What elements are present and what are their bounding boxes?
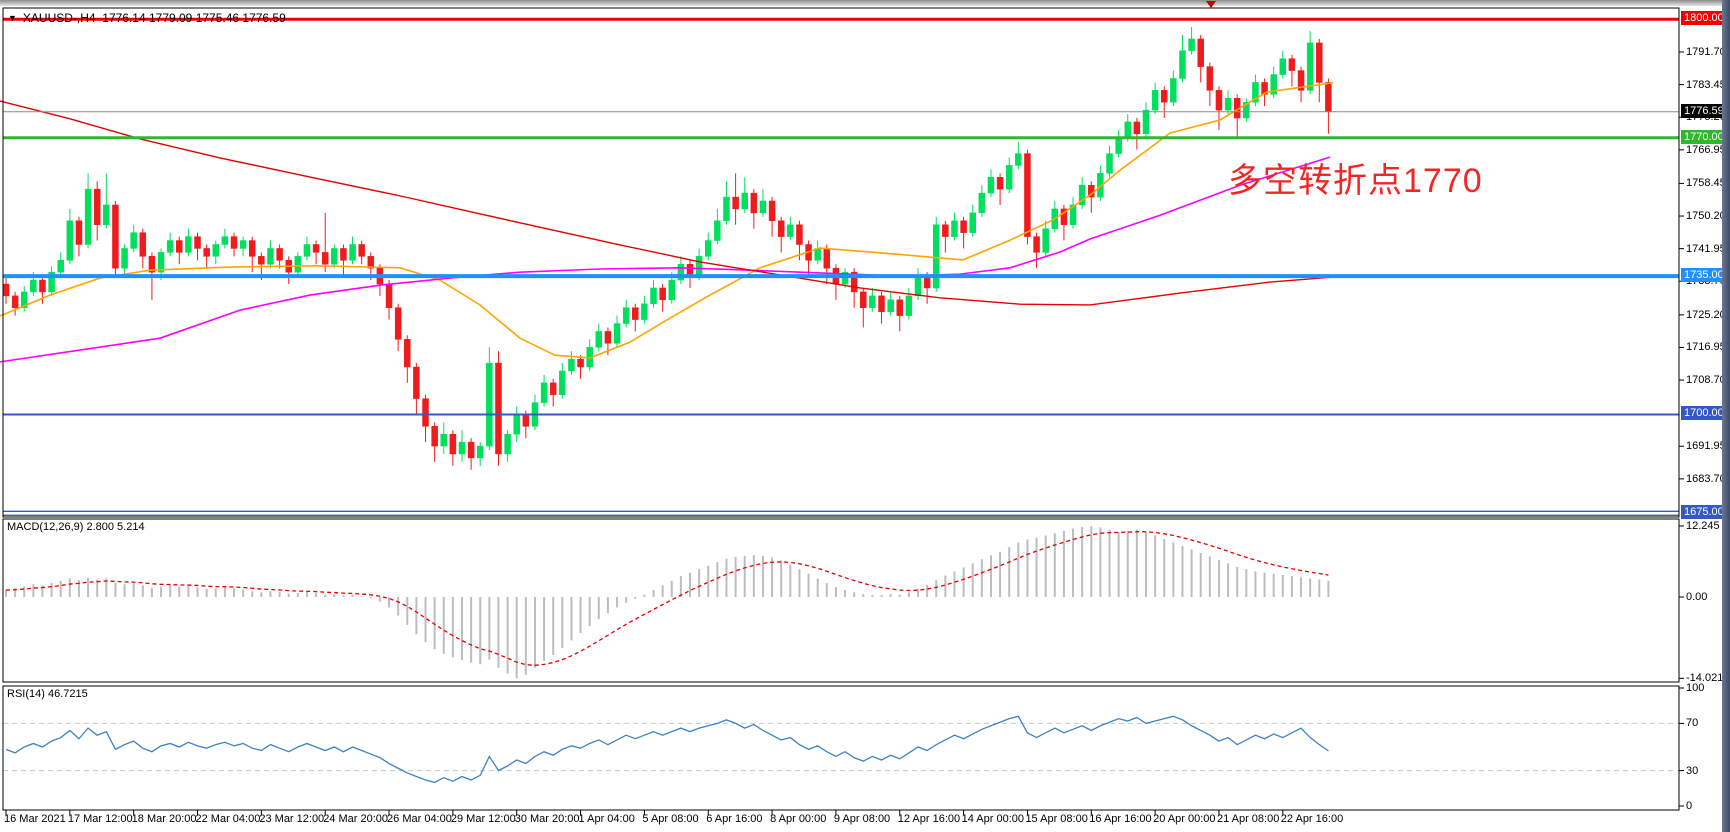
time-tick-label: 29 Mar 12:00 (450, 813, 516, 825)
price-tick-label: 1683.70 (1686, 472, 1726, 485)
time-tick-label: 21 Apr 08:00 (1216, 813, 1280, 825)
macd-tick-label: 0.00 (1686, 591, 1708, 603)
price-tick-label: 1791.70 (1686, 46, 1726, 58)
macd-label: MACD(12,26,9) 2.800 5.214 (7, 521, 145, 533)
rsi-tick-label: 0 (1686, 800, 1693, 812)
window-top-edge (0, 0, 1730, 6)
macd-tick-label: -14.021 (1686, 672, 1724, 685)
time-tick-label: 14 Apr 00:00 (961, 813, 1024, 825)
symbol-dropdown-icon[interactable]: ▼ (8, 13, 17, 23)
time-tick-label: 16 Mar 2021 (4, 813, 66, 825)
window-right-edge (1722, 0, 1730, 832)
time-tick-label: 22 Apr 16:00 (1280, 813, 1344, 825)
price-level-badge: 1770.00 (1681, 129, 1730, 144)
time-tick-label: 30 Mar 20:00 (514, 813, 580, 825)
time-tick-label: 17 Mar 12:00 (67, 813, 133, 825)
price-tick-label: 1708.70 (1686, 374, 1726, 387)
time-tick-label: 20 Apr 00:00 (1153, 813, 1216, 825)
time-tick-label: 16 Apr 16:00 (1089, 813, 1152, 825)
price-tick-label: 1716.95 (1686, 341, 1726, 354)
price-tick-label: 1691.95 (1686, 440, 1726, 453)
time-tick-label: 5 Apr 08:00 (642, 813, 699, 825)
time-tick-label: 6 Apr 16:00 (706, 813, 763, 825)
rsi-tick-label: 30 (1686, 764, 1699, 777)
annotation-text[interactable]: 多空转折点1770 (1228, 162, 1483, 200)
time-tick-label: 23 Mar 12:00 (259, 813, 325, 825)
price-level-badge: 1700.00 (1681, 406, 1730, 421)
time-tick-label: 15 Apr 08:00 (1025, 813, 1088, 825)
time-tick-label: 26 Mar 04:00 (387, 813, 452, 825)
price-level-badge: 1675.00 (1681, 505, 1730, 520)
rsi-tick-label: 100 (1686, 682, 1705, 694)
macd-tick-label: 12.245 (1686, 519, 1720, 532)
rsi-label: RSI(14) 46.7215 (7, 688, 88, 700)
price-tick-label: 1766.95 (1686, 143, 1726, 156)
rsi-tick-label: 70 (1686, 717, 1699, 730)
time-tick-label: 1 Apr 04:00 (578, 813, 635, 825)
price-tick-label: 1750.20 (1686, 210, 1726, 223)
time-tick-label: 12 Apr 16:00 (897, 813, 961, 825)
time-tick-label: 18 Mar 20:00 (131, 813, 197, 825)
symbol-ohlc-text: XAUUSD-,H4 1776.14 1779.09 1775.46 1776.… (22, 11, 286, 25)
series-end-marker-icon (1206, 1, 1216, 8)
price-level-badge: 1776.59 (1681, 103, 1730, 118)
price-tick-label: 1758.45 (1686, 177, 1726, 190)
symbol-title: ▼ XAUUSD-,H4 1776.14 1779.09 1775.46 1776… (8, 11, 286, 25)
time-tick-label: 22 Mar 04:00 (195, 813, 261, 825)
price-level-badge: 1735.00 (1681, 268, 1730, 283)
price-level-badge: 1800.00 (1681, 11, 1730, 26)
price-tick-label: 1741.95 (1686, 242, 1726, 255)
price-tick-label: 1783.45 (1686, 78, 1726, 91)
price-tick-label: 1725.20 (1686, 308, 1726, 321)
time-tick-label: 8 Apr 00:00 (770, 813, 827, 825)
time-tick-label: 24 Mar 20:00 (323, 813, 389, 825)
time-tick-label: 9 Apr 08:00 (833, 813, 891, 825)
